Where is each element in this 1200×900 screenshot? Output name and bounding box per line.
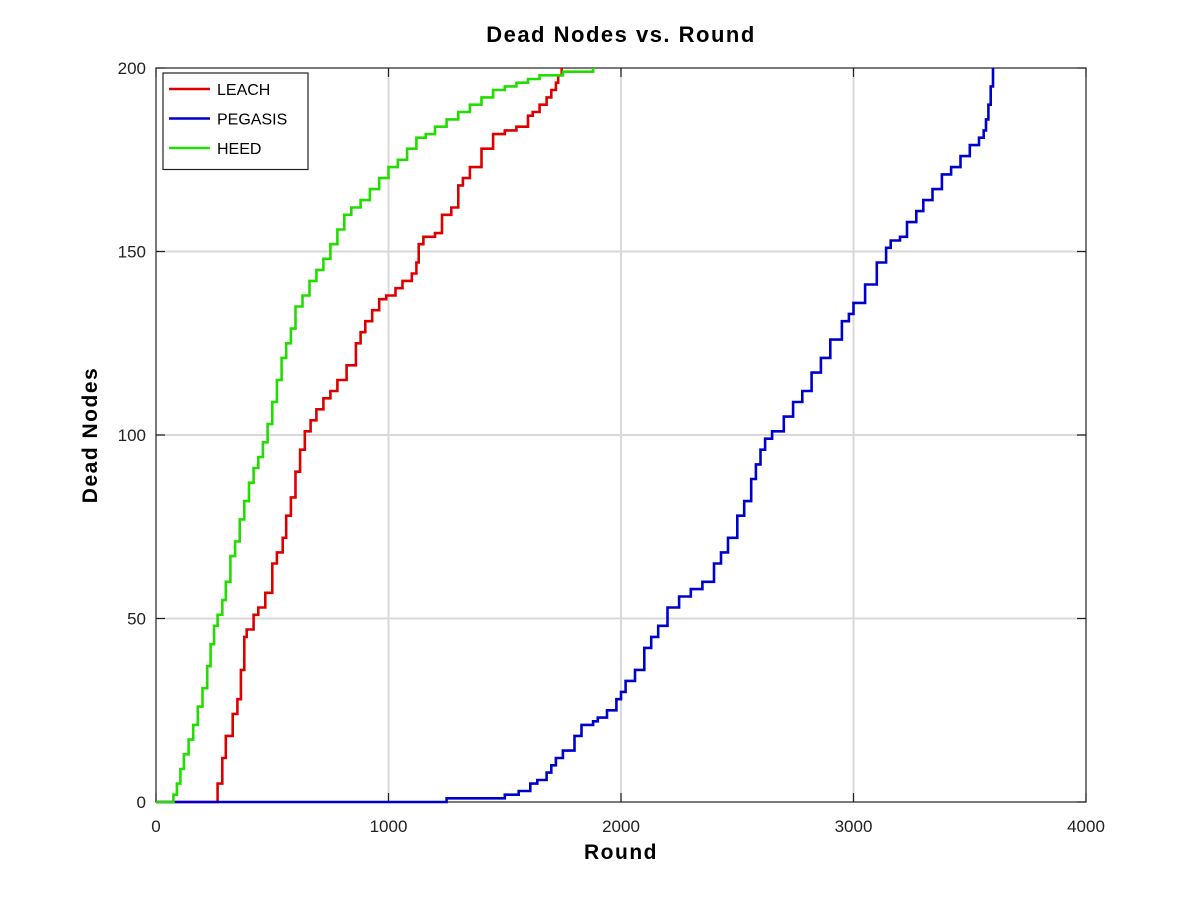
x-tick-label: 4000 [1067,817,1105,836]
y-tick-label: 100 [118,426,146,445]
y-axis-label: Dead Nodes [79,367,102,503]
y-tick-label: 200 [118,59,146,78]
y-tick-label: 50 [127,610,146,629]
legend: LEACH PEGASIS HEED [162,72,309,171]
y-tick-label: 150 [118,243,146,262]
series-lines [156,68,995,804]
axis-ticks: 0 1000 2000 3000 4000 0 50 100 150 200 [118,59,1105,836]
series-line-leach [156,68,563,804]
legend-label-heed: HEED [217,141,261,158]
x-tick-label: 1000 [370,817,408,836]
chart-title: Dead Nodes vs. Round [486,22,756,47]
x-tick-label: 0 [151,817,160,836]
x-tick-label: 3000 [835,817,873,836]
gridlines [156,68,1086,802]
x-axis-label: Round [584,841,658,864]
legend-label-pegasis: PEGASIS [217,112,287,129]
x-tick-label: 2000 [602,817,640,836]
y-tick-label: 0 [137,793,146,812]
series-line-heed [156,68,595,804]
legend-label-leach: LEACH [217,82,270,99]
series-line-pegasis [156,68,995,804]
